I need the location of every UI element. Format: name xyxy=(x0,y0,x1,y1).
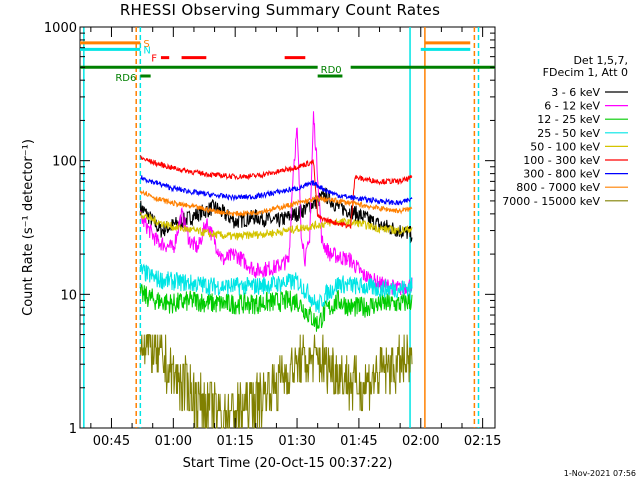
y-tick-label-3: 1000 xyxy=(44,21,77,36)
x-tick-label-1: 01:00 xyxy=(155,434,192,449)
x-tick-label-4: 01:45 xyxy=(340,434,377,449)
axes: 1 10 100 1000 00:45 01:00 01:15 01:30 01:45 02:00… xyxy=(21,21,501,471)
state-label-f: F xyxy=(151,54,157,65)
y-tick-label-0: 1 xyxy=(69,422,77,437)
state-label-rd0: RD0 xyxy=(321,65,342,76)
plot-background xyxy=(79,26,496,429)
x-tick-label-5: 02:00 xyxy=(402,434,439,449)
legend-label-7: 800 - 7000 keV xyxy=(516,181,600,194)
series-line-8 xyxy=(139,334,413,429)
legend-label-6: 300 - 800 keV xyxy=(523,168,600,181)
series-line-6 xyxy=(139,175,413,206)
y-axis-label: Count Rate (s⁻¹ detector⁻¹) xyxy=(21,139,36,316)
x-tick-label-3: 01:30 xyxy=(278,434,315,449)
plot-frame xyxy=(79,26,496,429)
x-axis-label: Start Time (20-Oct-15 00:37:22) xyxy=(183,456,393,471)
x-tick-label-6: 02:15 xyxy=(464,434,501,449)
legend-header-line-1: Det 1,5,7, xyxy=(573,54,628,67)
legend-header-line-2: FDecim 1, Att 0 xyxy=(542,66,628,79)
series-line-3 xyxy=(139,263,413,314)
timestamp-stamp: 1-Nov-2021 07:56 xyxy=(563,469,636,478)
legend-label-3: 25 - 50 keV xyxy=(537,127,600,140)
legend-label-0: 3 - 6 keV xyxy=(551,86,600,99)
legend-label-5: 100 - 300 keV xyxy=(523,154,600,167)
x-tick-label-0: 00:45 xyxy=(93,434,130,449)
series-line-7 xyxy=(139,189,413,218)
chart-title: RHESSI Observing Summary Count Rates xyxy=(119,1,441,19)
series-line-2 xyxy=(139,283,413,332)
x-tick-label-2: 01:15 xyxy=(216,434,253,449)
state-label-n: N xyxy=(143,45,150,56)
state-bars: SNF RD0 RD6 xyxy=(80,39,495,84)
y-tick-label-1: 10 xyxy=(60,288,77,303)
legend-label-1: 6 - 12 keV xyxy=(544,100,600,113)
series-lines xyxy=(139,111,413,429)
legend-label-2: 12 - 25 keV xyxy=(537,113,600,126)
legend-label-4: 50 - 100 keV xyxy=(530,140,600,153)
state-label-s: S xyxy=(143,39,149,50)
y-tick-label-2: 100 xyxy=(52,155,77,170)
series-line-4 xyxy=(139,211,413,241)
series-line-5 xyxy=(139,155,413,230)
legend-label-8: 7000 - 15000 keV xyxy=(502,195,600,208)
state-label-rd6: RD6 xyxy=(115,73,136,84)
